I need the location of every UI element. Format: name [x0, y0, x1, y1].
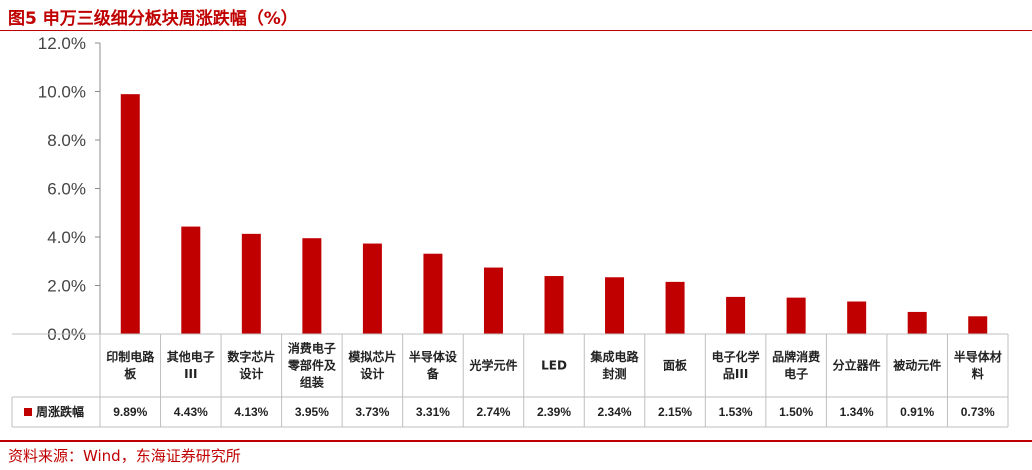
bar: [423, 253, 443, 334]
category-label: 电子化学: [712, 349, 760, 364]
bar: [786, 297, 806, 334]
category-label: 半导体设: [409, 349, 458, 364]
data-value-label: 2.15%: [658, 405, 692, 419]
category-label: 消费电子: [288, 341, 336, 356]
data-value-label: 1.53%: [719, 405, 753, 419]
category-label: 品III: [723, 367, 748, 381]
category-label: 板: [124, 366, 137, 381]
y-tick-label: 10.0%: [38, 83, 86, 102]
bar: [968, 316, 988, 334]
data-value-label: 0.73%: [961, 405, 995, 419]
legend-label: 周涨跌幅: [36, 404, 84, 419]
source-note: 资料来源：Wind，东海证券研究所: [8, 447, 241, 465]
figure-title: 图5 申万三级细分板块周涨跌幅（%）: [8, 9, 298, 29]
bar: [181, 226, 201, 334]
axis-layer: 0.0%2.0%4.0%6.0%8.0%10.0%12.0%: [38, 34, 101, 344]
bar: [362, 243, 382, 334]
data-value-label: 2.74%: [476, 405, 510, 419]
data-value-label: 2.34%: [598, 405, 632, 419]
category-label: III: [184, 367, 197, 381]
category-label: 光学元件: [468, 358, 517, 373]
category-label: 料: [972, 366, 984, 381]
y-tick-label: 2.0%: [47, 277, 86, 296]
category-label: 品牌消费: [772, 349, 820, 364]
category-label: 模拟芯片: [348, 349, 396, 364]
data-value-label: 3.95%: [295, 405, 329, 419]
category-label: 设计: [239, 366, 263, 381]
bar: [847, 301, 867, 334]
category-label: 组装: [300, 375, 324, 390]
bar: [241, 233, 261, 334]
category-label: 分立器件: [833, 358, 881, 373]
y-tick-label: 4.0%: [47, 228, 86, 247]
category-label: 集成电路: [590, 349, 640, 364]
bar-chart: 0.0%2.0%4.0%6.0%8.0%10.0%12.0% 印制电路板其他电子…: [11, 34, 1009, 428]
category-label: 印制电路: [106, 349, 155, 364]
bar: [665, 281, 685, 334]
bars-layer: [120, 94, 988, 334]
bar: [605, 277, 625, 334]
bar: [120, 94, 140, 334]
legend-swatch: [24, 408, 32, 416]
category-label: 备: [426, 366, 440, 381]
category-label: LED: [541, 359, 567, 373]
source-rule: [0, 440, 1032, 442]
y-tick-label: 6.0%: [47, 180, 86, 199]
category-label: 设计: [360, 366, 384, 381]
data-value-label: 0.91%: [900, 405, 934, 419]
bar: [483, 267, 503, 334]
category-label: 其他电子: [167, 349, 215, 364]
data-value-label: 1.34%: [840, 405, 874, 419]
data-value-label: 4.43%: [174, 405, 208, 419]
y-tick-label: 8.0%: [47, 131, 86, 150]
data-value-label: 2.39%: [537, 405, 571, 419]
bar: [726, 296, 746, 334]
data-value-label: 1.50%: [779, 405, 813, 419]
data-value-label: 3.31%: [416, 405, 450, 419]
category-label: 半导体材: [954, 349, 1002, 364]
bar: [907, 311, 927, 334]
category-label: 零部件及: [287, 358, 337, 373]
category-label: 数字芯片: [227, 349, 275, 364]
category-label: 面板: [663, 358, 688, 373]
y-tick-label: 12.0%: [38, 34, 86, 53]
title-rule: [0, 30, 1032, 31]
data-table: 周涨跌幅 9.89% 4.43% 4.13% 3.95% 3.73% 3.31% 2.74% 2…: [11, 333, 1009, 428]
bar: [302, 238, 322, 334]
category-label: 电子: [784, 366, 808, 381]
category-label: 封测: [603, 366, 627, 381]
data-value-label: 4.13%: [234, 405, 268, 419]
bar: [544, 276, 564, 334]
data-value-label: 9.89%: [113, 405, 147, 419]
data-value-label: 3.73%: [355, 405, 389, 419]
category-label: 被动元件: [893, 358, 941, 373]
